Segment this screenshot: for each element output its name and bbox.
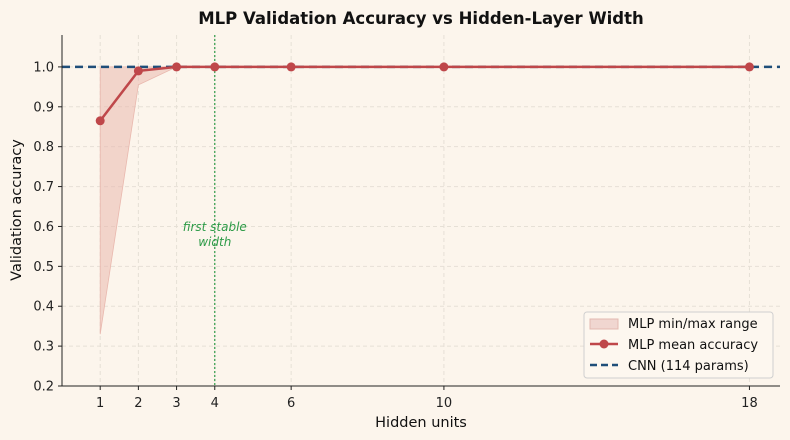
mlp-mean-point	[210, 62, 220, 72]
annotation-line-1: first stable	[183, 220, 247, 234]
x-tick-label: 2	[134, 396, 142, 411]
grid	[62, 35, 780, 387]
y-tick-label: 1.0	[33, 60, 54, 75]
axes	[58, 35, 780, 390]
x-tick-label: 3	[172, 396, 180, 411]
mlp-mean-point	[172, 62, 182, 72]
legend: MLP min/max range MLP mean accuracy CNN …	[583, 311, 774, 379]
legend-label-mean: MLP mean accuracy	[628, 338, 758, 353]
x-axis-title: Hidden units	[375, 415, 467, 431]
y-tick-label: 0.4	[33, 300, 54, 315]
mlp-mean-point	[286, 62, 296, 72]
legend-band-swatch	[589, 318, 619, 330]
legend-mean-swatch-marker	[599, 339, 609, 349]
mlp-mean-line	[99, 65, 750, 122]
y-tick-label: 0.6	[33, 220, 54, 235]
y-tick-label: 0.8	[33, 140, 54, 155]
mlp-mean-point	[439, 62, 449, 72]
mlp-mean-point	[133, 66, 143, 76]
y-axis-title: Validation accuracy	[9, 139, 25, 281]
legend-label-band: MLP min/max range	[628, 317, 758, 332]
legend-label-cnn: CNN (114 params)	[628, 359, 749, 374]
mlp-mean-points	[95, 62, 754, 126]
tick-labels: 0.2 0.3 0.4 0.5 0.6 0.7 0.8 0.9 1.0 1 2 3 4 6 10 18	[33, 60, 757, 411]
y-tick-label: 0.9	[33, 100, 54, 115]
y-tick-label: 0.3	[33, 340, 54, 355]
x-tick-label: 10	[436, 396, 453, 411]
y-tick-label: 0.5	[33, 260, 54, 275]
mlp-mean-point	[744, 62, 754, 72]
mlp-mean-point	[95, 116, 105, 126]
chart-title: MLP Validation Accuracy vs Hidden-Layer …	[198, 9, 644, 28]
y-tick-label: 0.2	[33, 380, 54, 395]
annotation-line-2: width	[198, 235, 231, 249]
x-tick-label: 1	[96, 396, 104, 411]
y-tick-label: 0.7	[33, 180, 54, 195]
legend-box	[583, 311, 774, 379]
x-tick-label: 18	[741, 396, 758, 411]
x-tick-label: 4	[211, 396, 219, 411]
x-tick-label: 6	[287, 396, 295, 411]
